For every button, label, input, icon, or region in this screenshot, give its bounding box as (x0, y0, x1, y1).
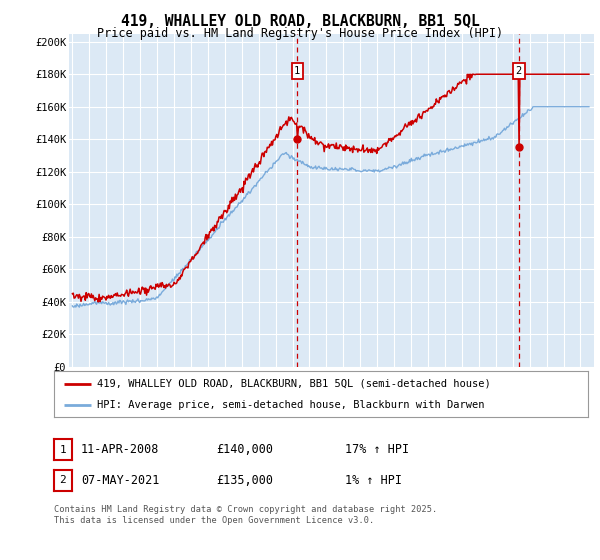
Text: 1% ↑ HPI: 1% ↑ HPI (345, 474, 402, 487)
Text: 419, WHALLEY OLD ROAD, BLACKBURN, BB1 5QL: 419, WHALLEY OLD ROAD, BLACKBURN, BB1 5Q… (121, 14, 479, 29)
Text: 419, WHALLEY OLD ROAD, BLACKBURN, BB1 5QL (semi-detached house): 419, WHALLEY OLD ROAD, BLACKBURN, BB1 5Q… (97, 379, 490, 389)
Text: 17% ↑ HPI: 17% ↑ HPI (345, 443, 409, 456)
Text: 1: 1 (294, 66, 301, 76)
Text: 2: 2 (59, 475, 67, 486)
Text: £135,000: £135,000 (216, 474, 273, 487)
Text: Price paid vs. HM Land Registry's House Price Index (HPI): Price paid vs. HM Land Registry's House … (97, 27, 503, 40)
Text: HPI: Average price, semi-detached house, Blackburn with Darwen: HPI: Average price, semi-detached house,… (97, 400, 484, 410)
Text: 1: 1 (59, 445, 67, 455)
Text: 11-APR-2008: 11-APR-2008 (81, 443, 160, 456)
Text: 07-MAY-2021: 07-MAY-2021 (81, 474, 160, 487)
Text: £140,000: £140,000 (216, 443, 273, 456)
Text: Contains HM Land Registry data © Crown copyright and database right 2025.
This d: Contains HM Land Registry data © Crown c… (54, 505, 437, 525)
Text: 2: 2 (515, 66, 522, 76)
